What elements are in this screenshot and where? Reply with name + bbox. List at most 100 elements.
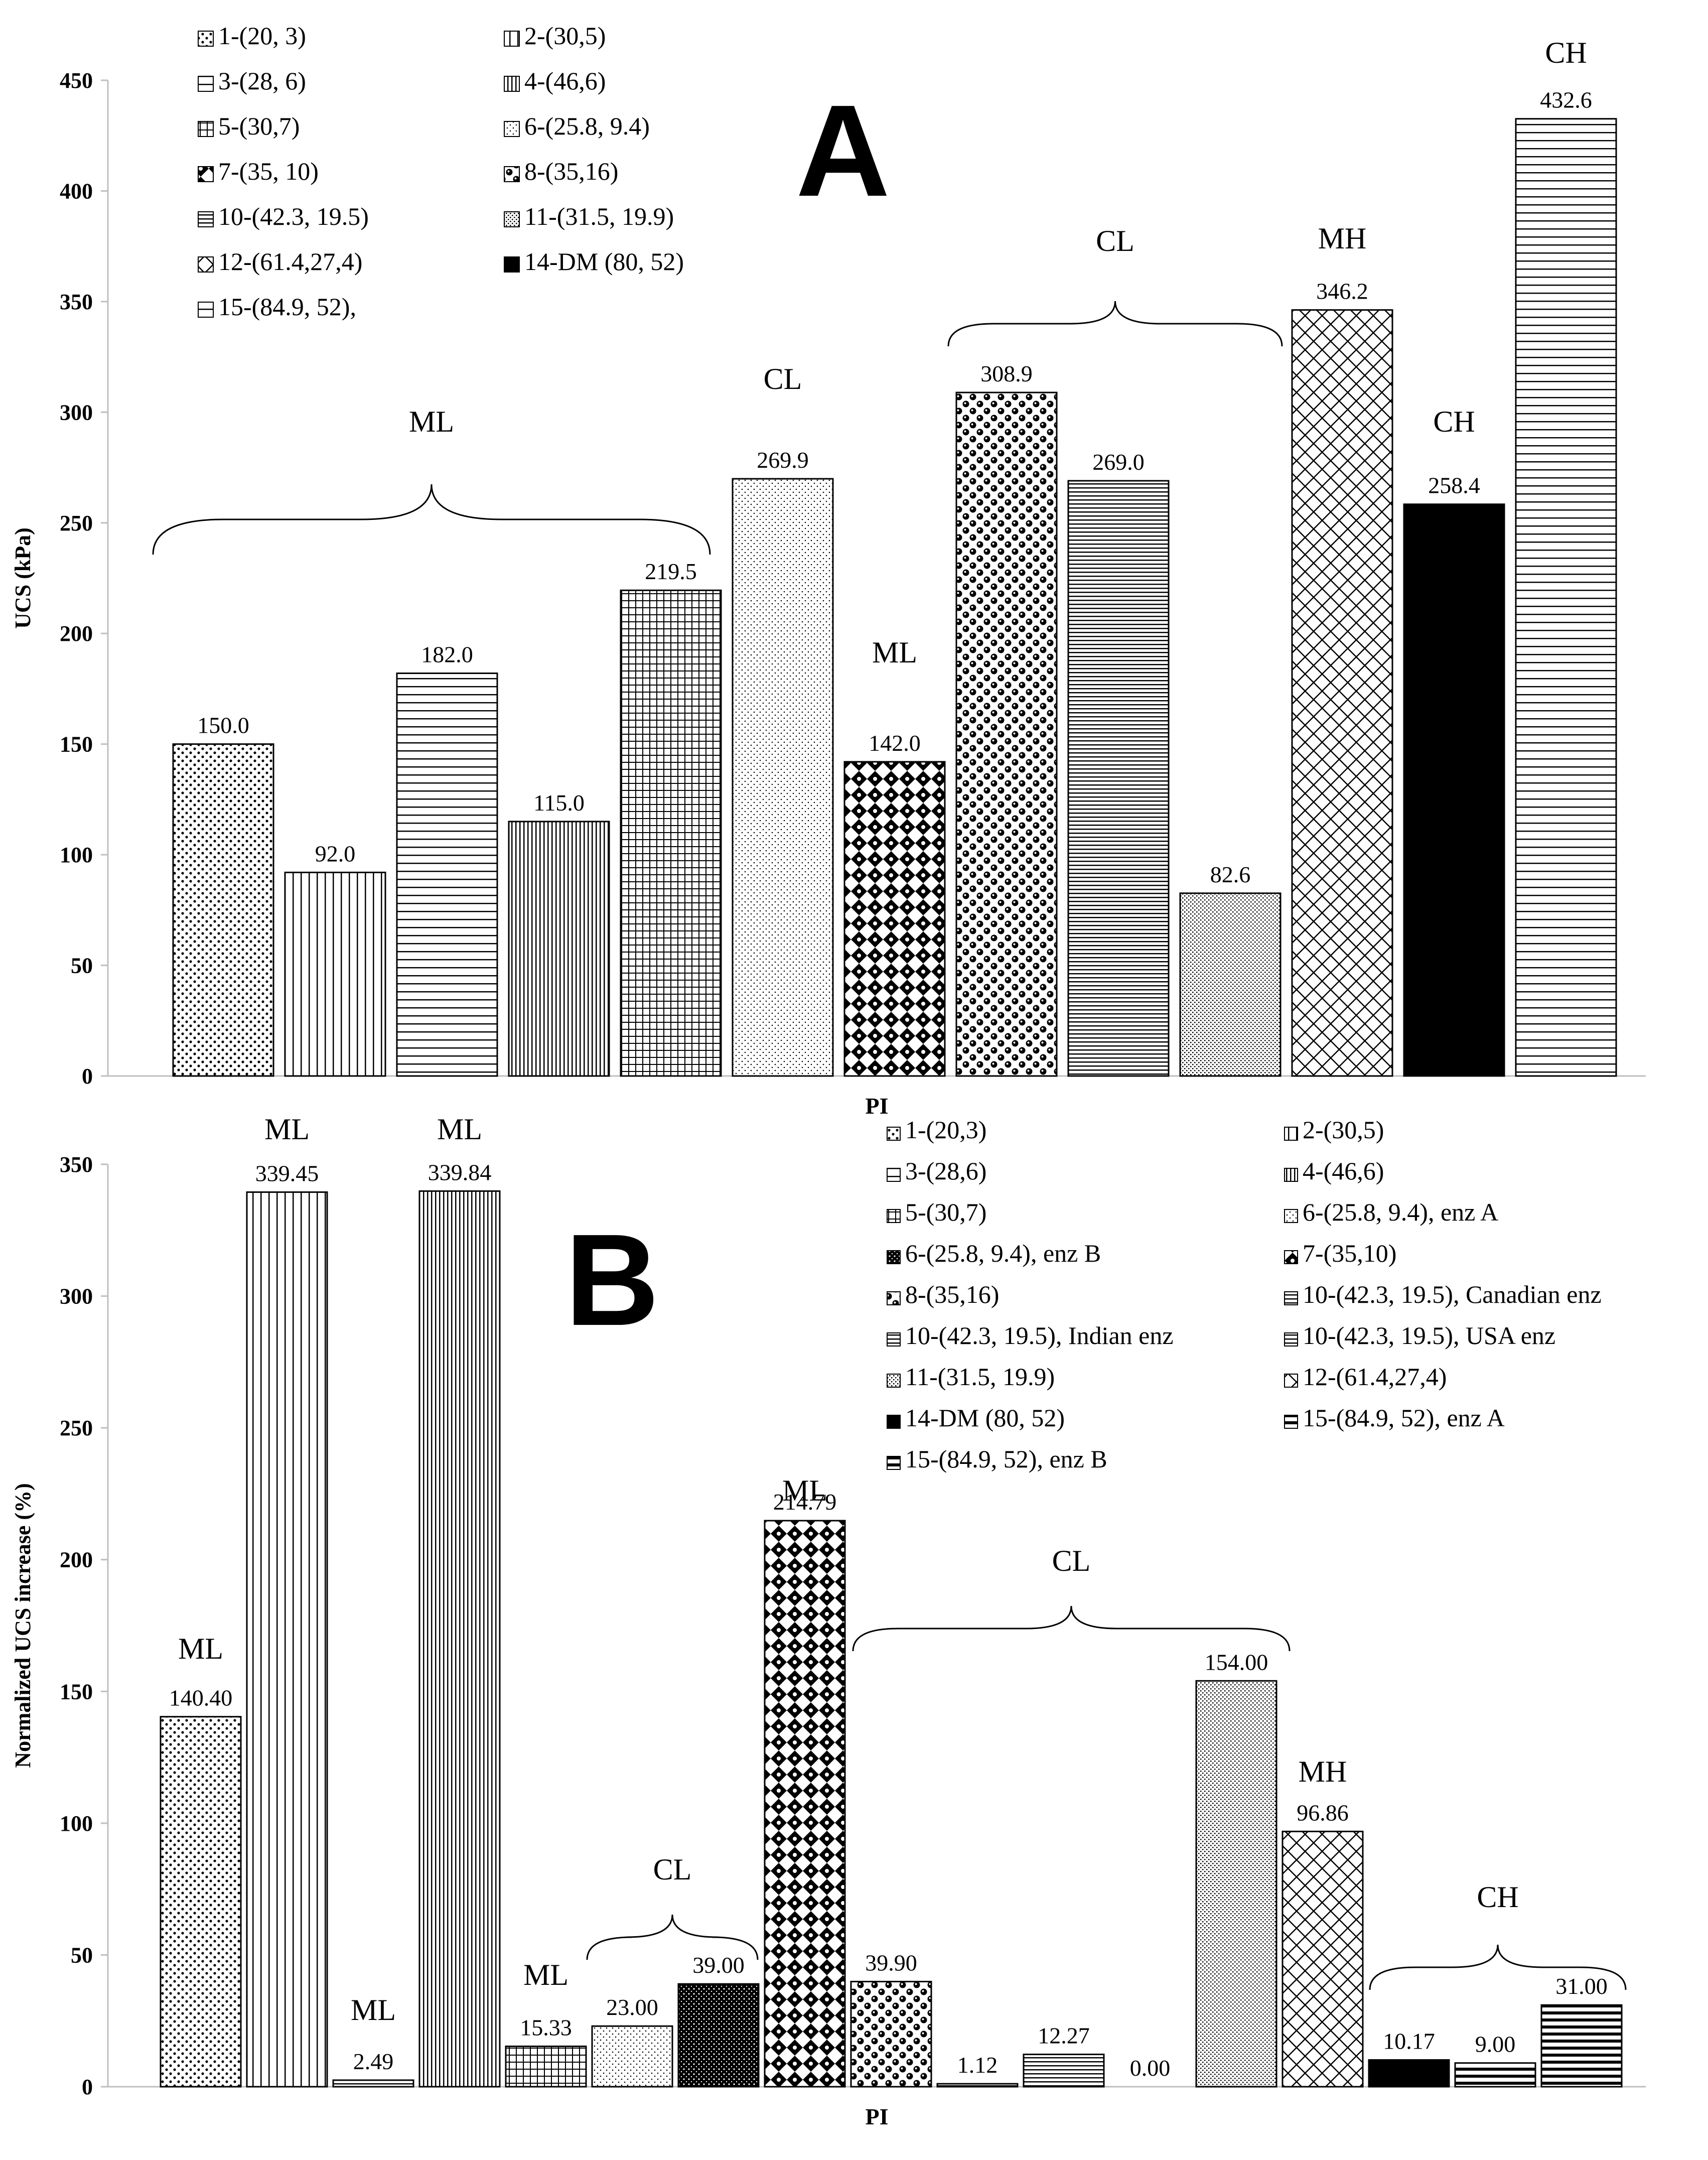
group-label: ML bbox=[178, 1632, 223, 1665]
y-tick-label: 50 bbox=[71, 1943, 93, 1967]
x-axis-label: PI bbox=[866, 1093, 889, 1119]
legend-entry: 8-(35,16) bbox=[905, 1280, 999, 1308]
bar bbox=[850, 1980, 932, 2088]
group-brace bbox=[1369, 1944, 1627, 1990]
y-tick-label: 50 bbox=[71, 954, 93, 978]
legend-swatch bbox=[887, 1209, 901, 1223]
legend-entry: 5-(30,7) bbox=[905, 1198, 986, 1226]
y-tick-label: 450 bbox=[60, 68, 93, 93]
legend-swatch bbox=[887, 1291, 901, 1305]
legend-swatch bbox=[1284, 1168, 1298, 1182]
bar bbox=[246, 1191, 328, 2088]
legend-entry: 7-(35,10) bbox=[1303, 1239, 1396, 1267]
legend-swatch bbox=[1284, 1332, 1298, 1346]
bar bbox=[418, 1190, 501, 2088]
bar bbox=[1368, 2059, 1450, 2088]
legend-swatch bbox=[887, 1332, 901, 1346]
y-tick-label: 400 bbox=[60, 179, 93, 203]
legend-swatch bbox=[198, 256, 214, 273]
legend-swatch bbox=[198, 211, 214, 227]
group-brace bbox=[947, 301, 1283, 347]
legend-swatch bbox=[1284, 1415, 1298, 1429]
legend-swatch bbox=[198, 166, 214, 182]
legend-entry: 1-(20, 3) bbox=[218, 22, 306, 50]
legend-entry: 2-(30,5) bbox=[1303, 1116, 1384, 1144]
bar bbox=[764, 1520, 846, 2088]
group-label: ML bbox=[523, 1958, 568, 1991]
data-label: 96.86 bbox=[1297, 1800, 1349, 1825]
data-label: 10.17 bbox=[1383, 2029, 1435, 2054]
y-tick-label: 300 bbox=[60, 400, 93, 425]
data-label: 214.79 bbox=[773, 1489, 837, 1515]
legend-entry: 11-(31.5, 19.9) bbox=[524, 202, 674, 230]
legend-entry: 7-(35, 10) bbox=[218, 157, 319, 185]
bar bbox=[1179, 892, 1282, 1077]
bar bbox=[732, 478, 834, 1077]
legend-entry: 10-(42.3, 19.5) bbox=[218, 202, 369, 230]
data-label: 150.0 bbox=[197, 713, 249, 738]
data-label: 12.27 bbox=[1038, 2023, 1090, 2049]
legend-swatch bbox=[504, 31, 520, 47]
bar bbox=[1540, 2004, 1623, 2088]
data-label: 432.6 bbox=[1540, 87, 1592, 113]
data-label: 92.0 bbox=[315, 841, 356, 866]
y-tick-label: 100 bbox=[60, 1811, 93, 1836]
y-axis-label: Normalized UCS increase (%) bbox=[11, 1483, 35, 1768]
data-label: 219.5 bbox=[645, 559, 697, 584]
y-tick-label: 100 bbox=[60, 843, 93, 867]
legend-swatch bbox=[198, 31, 214, 47]
legend-entry: 15-(84.9, 52), enz A bbox=[1303, 1404, 1505, 1432]
legend-entry: 10-(42.3, 19.5), USA enz bbox=[1303, 1321, 1555, 1349]
legend-entry: 3-(28, 6) bbox=[218, 67, 306, 95]
legend-entry: 11-(31.5, 19.9) bbox=[905, 1363, 1055, 1391]
group-brace bbox=[152, 484, 711, 555]
group-label: CL bbox=[764, 362, 802, 395]
data-label: 9.00 bbox=[1475, 2032, 1516, 2057]
legend-entry: 14-DM (80, 52) bbox=[524, 247, 684, 276]
group-label: ML bbox=[351, 1993, 396, 2027]
legend-swatch bbox=[1284, 1374, 1298, 1388]
bar bbox=[843, 761, 946, 1077]
bar bbox=[1291, 309, 1393, 1077]
legend-swatch bbox=[1284, 1291, 1298, 1305]
y-tick-label: 250 bbox=[60, 1416, 93, 1440]
group-label: ML bbox=[872, 636, 917, 669]
group-label: CL bbox=[653, 1853, 692, 1886]
bar bbox=[955, 391, 1058, 1077]
data-label: 31.00 bbox=[1555, 1973, 1608, 1999]
data-label: 269.0 bbox=[1092, 449, 1145, 475]
group-label: CH bbox=[1477, 1880, 1518, 1914]
bar bbox=[1023, 2054, 1105, 2088]
group-label: ML bbox=[782, 1474, 827, 1507]
legend-swatch bbox=[504, 211, 520, 227]
bar bbox=[1515, 118, 1617, 1077]
group-label: CL bbox=[1096, 224, 1134, 257]
legend-entry: 6-(25.8, 9.4) bbox=[524, 112, 650, 140]
panel-letter: B bbox=[565, 1207, 659, 1353]
bar bbox=[396, 672, 498, 1077]
data-label: 339.45 bbox=[255, 1160, 319, 1186]
data-label: 2.49 bbox=[353, 2049, 394, 2074]
data-label: 154.00 bbox=[1205, 1649, 1268, 1675]
y-axis-label: UCS (kPa) bbox=[11, 527, 35, 629]
legend-entry: 12-(61.4,27,4) bbox=[218, 247, 362, 276]
legend-entry: 10-(42.3, 19.5), Indian enz bbox=[905, 1321, 1174, 1349]
y-tick-label: 300 bbox=[60, 1284, 93, 1309]
legend-entry: 4-(46,6) bbox=[1303, 1157, 1384, 1185]
group-label: ML bbox=[264, 1113, 310, 1146]
data-label: 0.00 bbox=[1130, 2055, 1171, 2081]
y-tick-label: 250 bbox=[60, 511, 93, 535]
legend-swatch bbox=[887, 1127, 901, 1141]
bar bbox=[620, 589, 722, 1077]
group-label: ML bbox=[409, 405, 454, 438]
chart-panel-b: 0 50 100 150 200 250 300 350 PI Normalized UCS in… bbox=[11, 1113, 1646, 2129]
bar bbox=[677, 1983, 760, 2088]
y-tick-label: 150 bbox=[60, 732, 93, 757]
legend-swatch bbox=[504, 121, 520, 137]
y-tick-label: 200 bbox=[60, 1548, 93, 1572]
legend-entry: 3-(28,6) bbox=[905, 1157, 986, 1185]
legend-entry: 8-(35,16) bbox=[524, 157, 618, 185]
y-tick-label: 350 bbox=[60, 1152, 93, 1177]
y-tick-label: 150 bbox=[60, 1679, 93, 1704]
